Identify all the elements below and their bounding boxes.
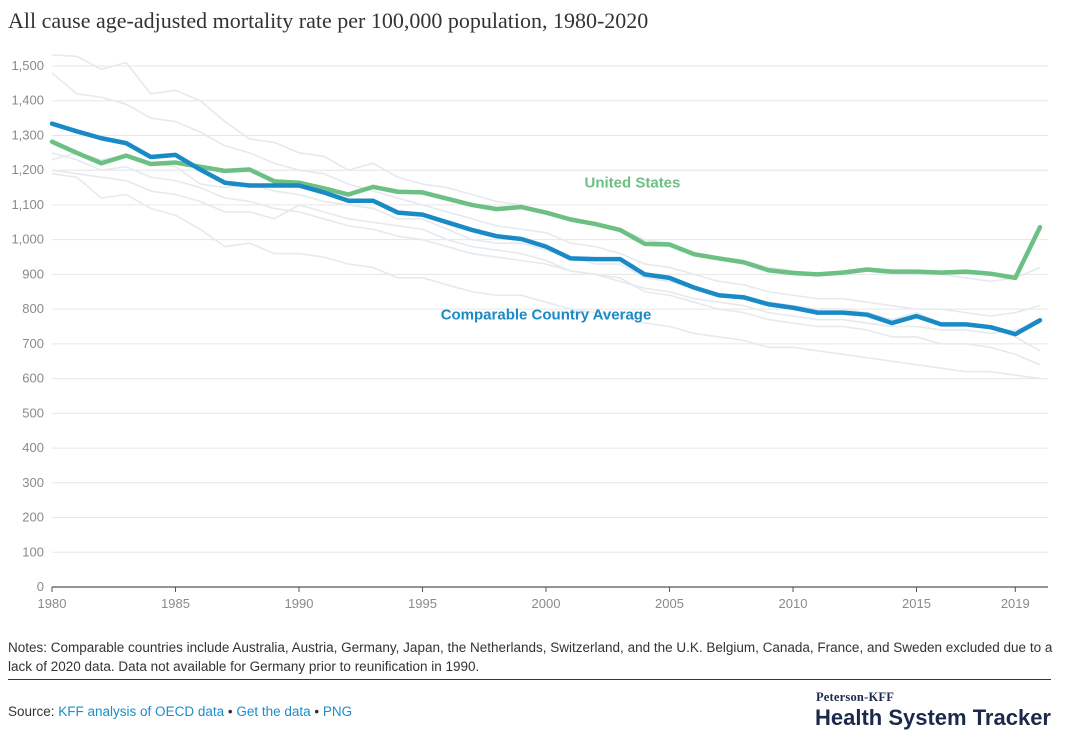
us-series-label: United States (585, 175, 681, 192)
series-labels: United States Comparable Country Average (441, 175, 681, 324)
source-line: Source: KFF analysis of OECD data • Get … (8, 704, 352, 719)
background-country-line (51, 152, 1041, 335)
brand-top-text: Peterson-KFF (815, 690, 895, 704)
y-tick-label: 1,200 (11, 162, 44, 177)
series-lines (49, 121, 1043, 337)
x-tick-label: 2010 (779, 596, 808, 610)
source-link-oecd[interactable]: KFF analysis of OECD data (58, 704, 225, 719)
source-separator: • (224, 704, 237, 719)
y-tick-label: 200 (22, 510, 44, 525)
x-tick-label: 1990 (285, 596, 314, 610)
footer-divider (8, 679, 1051, 680)
comparable-country-background-lines (51, 54, 1041, 380)
y-tick-label: 400 (22, 440, 44, 455)
x-tick-label: 2000 (532, 596, 561, 610)
y-tick-label: 0 (37, 579, 44, 594)
y-tick-label: 900 (22, 266, 44, 281)
comparable-average-series-label: Comparable Country Average (441, 307, 652, 324)
x-tick-label: 2005 (655, 596, 684, 610)
x-tick-label: 2015 (902, 596, 931, 610)
y-axis-tick-labels: 0 100 200 300 400 500 600 700 800 900 1,000 1,100 1,… (11, 58, 44, 594)
background-country-line (51, 152, 1041, 352)
x-tick-label: 2019 (1001, 596, 1030, 610)
comparable-average-series-line (49, 121, 1043, 337)
background-country-line (51, 169, 1041, 366)
background-country-line (51, 172, 1041, 380)
y-tick-label: 1,000 (11, 232, 44, 247)
y-tick-label: 1,500 (11, 58, 44, 73)
x-tick-label: 1980 (38, 596, 67, 610)
chart-notes: Notes: Comparable countries include Aust… (8, 640, 1053, 674)
y-tick-label: 1,400 (11, 93, 44, 108)
source-prefix: Source: (8, 704, 59, 719)
y-tick-label: 1,300 (11, 127, 44, 142)
png-link[interactable]: PNG (322, 704, 353, 719)
get-data-link[interactable]: Get the data (236, 704, 311, 719)
background-country-line (51, 72, 1041, 317)
y-tick-label: 600 (22, 371, 44, 386)
y-tick-label: 800 (22, 301, 44, 316)
y-tick-label: 1,100 (11, 197, 44, 212)
y-tick-label: 100 (22, 544, 44, 559)
us-series-line (49, 139, 1043, 281)
brand-main-text: Health System Tracker (814, 705, 1051, 730)
brand-logo: Peterson-KFF Health System Tracker (815, 690, 1051, 731)
y-tick-label: 700 (22, 336, 44, 351)
chart-title: All cause age-adjusted mortality rate pe… (8, 8, 649, 33)
x-tick-label: 1995 (408, 596, 437, 610)
y-tick-label: 500 (22, 405, 44, 420)
x-axis-tick-labels: 1980 1985 1990 1995 2000 2005 2010 2015 2019 (38, 596, 1030, 610)
y-tick-label: 300 (22, 475, 44, 490)
mortality-line-chart: 0 100 200 300 400 500 600 700 800 900 1,000 1,100 1,… (11, 54, 1048, 610)
x-axis (51, 586, 1048, 592)
source-separator: • (310, 704, 323, 719)
x-tick-label: 1985 (161, 596, 190, 610)
